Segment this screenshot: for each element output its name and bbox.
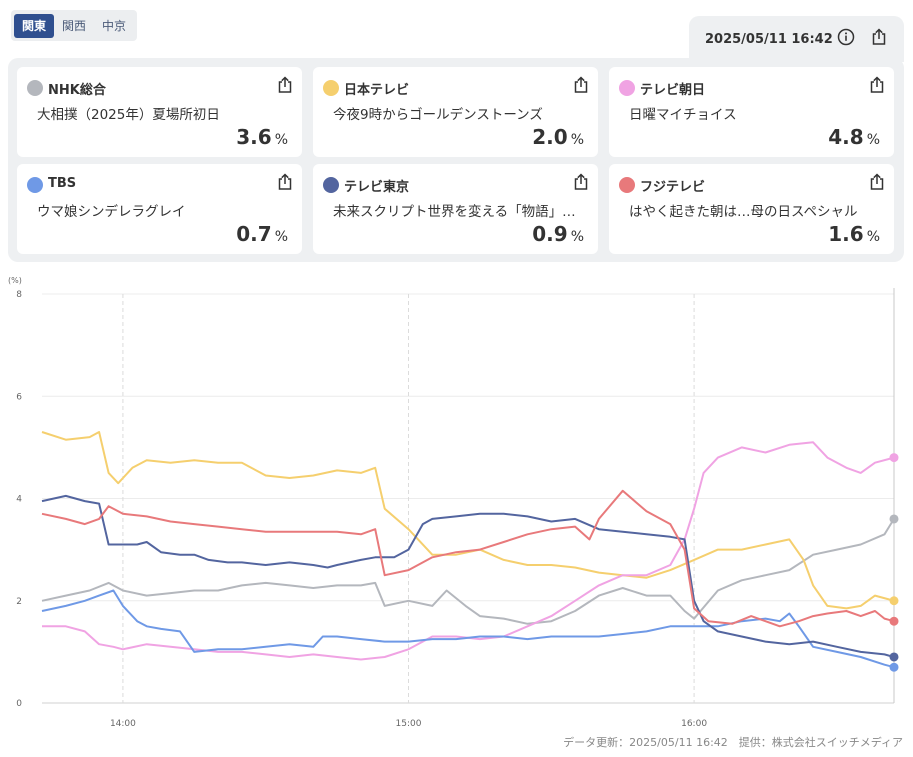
rating-unit: % (570, 132, 584, 148)
x-tick-label: 14:00 (110, 719, 136, 729)
channel-color-dot (323, 80, 339, 96)
channel-name: テレビ東京 (344, 180, 410, 195)
channel-card-tv-tokyo[interactable]: テレビ東京未来スクリプト世界を変える「物語」… 0.9% (313, 164, 598, 254)
y-tick-label: 0 (16, 699, 22, 709)
update-time-bar: 2025/05/11 16:42 (689, 16, 904, 62)
rating-number: 3.6 (236, 125, 272, 149)
region-tabs: 関東 関西 中京 (11, 10, 138, 41)
channel-color-dot (619, 80, 635, 96)
channel-card-tv-asahi[interactable]: テレビ朝日日曜マイチョイス 4.8% (609, 67, 894, 157)
channel-card-tbs[interactable]: TBS ウマ娘シンデレラグレイ 0.7% (17, 164, 302, 254)
series-line-5 (41, 489, 895, 628)
channel-color-dot (27, 177, 43, 193)
tab-region-kansai[interactable]: 関西 (62, 18, 87, 33)
rating-value: 0.9% (532, 222, 584, 246)
y-unit-label: (%) (8, 276, 22, 285)
x-tick-label: 16:00 (681, 719, 707, 729)
update-timestamp: 2025/05/11 16:42 (705, 31, 833, 47)
program-title: 未来スクリプト世界を変える「物語」… (333, 204, 576, 220)
share-icon[interactable] (276, 76, 294, 98)
tab-region-chukyo[interactable]: 中京 (102, 18, 127, 33)
x-tick-label: 15:00 (396, 719, 422, 729)
y-tick-label: 4 (16, 495, 22, 505)
program-title: はやく起きた朝は…母の日スペシャル (629, 204, 858, 220)
channel-card-fuji[interactable]: フジテレビはやく起きた朝は…母の日スペシャル 1.6% (609, 164, 894, 254)
channel-name: TBS (48, 176, 77, 191)
y-tick-label: 6 (16, 392, 22, 402)
rating-unit: % (274, 132, 288, 148)
rating-value: 1.6% (828, 222, 880, 246)
share-icon[interactable] (868, 173, 886, 195)
rating-number: 1.6 (828, 222, 864, 246)
series-end-point-3 (889, 662, 899, 672)
tab-region-kanto[interactable]: 関東 (14, 13, 55, 38)
channel-color-dot (323, 177, 339, 193)
series-line-1 (41, 431, 895, 610)
y-tick-label: 2 (16, 597, 22, 607)
channel-card-nhk[interactable]: NHK総合大相撲（2025年）夏場所初日 3.6% (17, 67, 302, 157)
series-line-2 (42, 441, 895, 661)
channel-name: フジテレビ (640, 180, 706, 195)
data-source-footer: データ更新：2025/05/11 16:42 提供：株式会社スイッチメディア (563, 736, 903, 749)
info-icon[interactable] (837, 28, 855, 50)
rating-unit: % (570, 229, 584, 245)
rating-value: 3.6% (236, 125, 288, 149)
program-title: 今夜9時からゴールデンストーンズ (333, 107, 543, 123)
program-title: 大相撲（2025年）夏場所初日 (37, 107, 220, 123)
channel-name: NHK総合 (48, 83, 106, 98)
y-tick-label: 8 (16, 290, 22, 300)
share-icon[interactable] (868, 76, 886, 98)
channel-card-ntv[interactable]: 日本テレビ今夜9時からゴールデンストーンズ 2.0% (313, 67, 598, 157)
series-line-4 (41, 494, 895, 658)
rating-number: 0.9 (532, 222, 568, 246)
series-end-point-0 (889, 514, 899, 524)
channel-color-dot (27, 80, 43, 96)
series-end-point-1 (889, 596, 899, 606)
channel-name: 日本テレビ (344, 83, 410, 98)
rating-chart: 0 2 4 6 8 14:00 15:00 16:00 (16, 288, 899, 729)
channel-name: テレビ朝日 (640, 83, 706, 98)
series-line-3 (41, 589, 895, 669)
share-icon[interactable] (276, 173, 294, 195)
channel-color-dot (619, 177, 635, 193)
rating-number: 0.7 (236, 222, 272, 246)
rating-unit: % (866, 229, 880, 245)
rating-unit: % (274, 229, 288, 245)
rating-number: 4.8 (828, 125, 864, 149)
series-end-point-2 (889, 453, 899, 463)
series-end-point-4 (889, 652, 899, 662)
share-icon[interactable] (870, 28, 888, 50)
share-icon[interactable] (572, 76, 590, 98)
rating-unit: % (866, 132, 880, 148)
series-line-0 (41, 518, 895, 625)
program-title: ウマ娘シンデレラグレイ (37, 204, 186, 220)
rating-value: 0.7% (236, 222, 288, 246)
program-title: 日曜マイチョイス (629, 107, 737, 123)
rating-number: 2.0 (532, 125, 568, 149)
series-end-point-5 (889, 616, 899, 626)
rating-value: 4.8% (828, 125, 880, 149)
share-icon[interactable] (572, 173, 590, 195)
rating-value: 2.0% (532, 125, 584, 149)
